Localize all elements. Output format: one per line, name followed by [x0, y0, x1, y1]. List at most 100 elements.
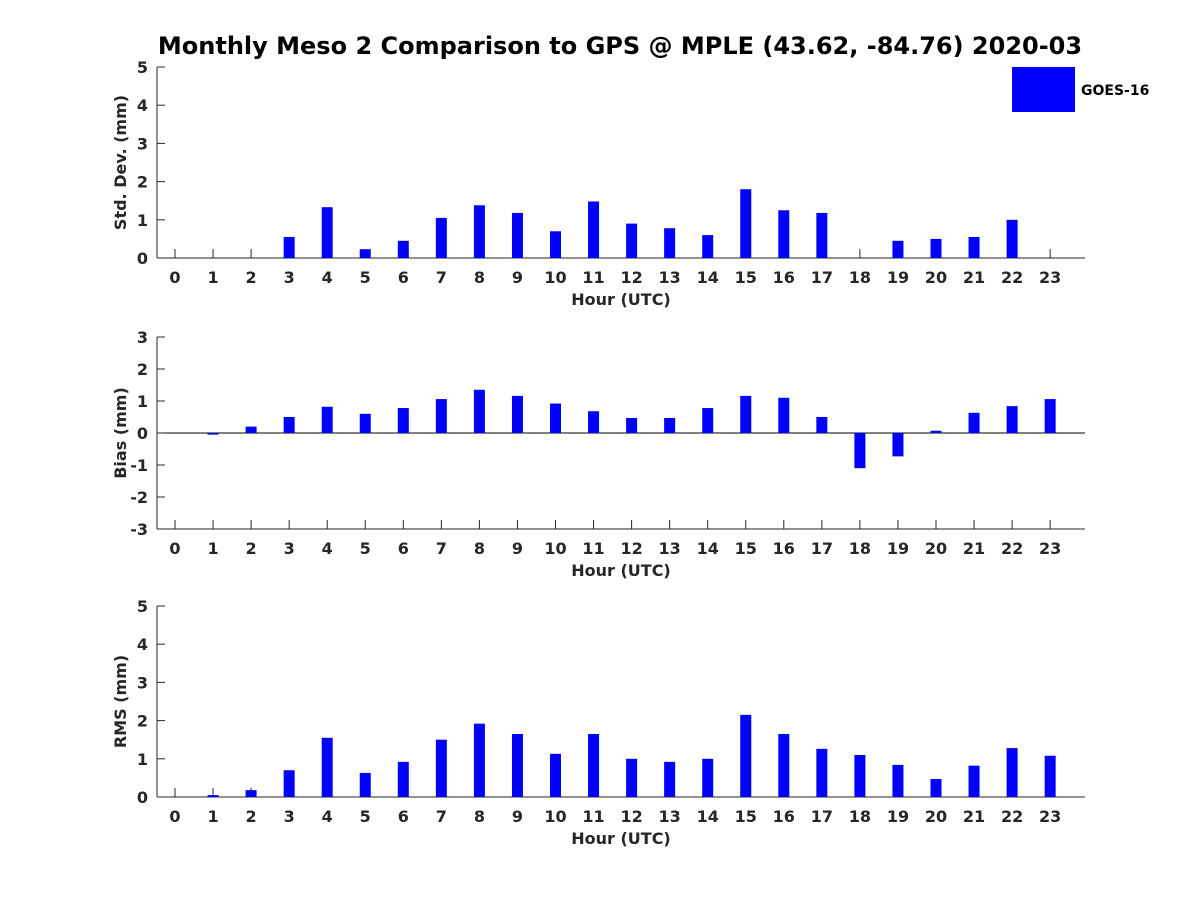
bar [740, 395, 752, 433]
x-tick-label: 10 [544, 268, 566, 287]
x-tick-label: 21 [963, 807, 985, 826]
legend-label: GOES-16 [1081, 83, 1149, 99]
x-tick-label: 6 [398, 807, 409, 826]
x-tick-label: 19 [887, 807, 909, 826]
x-tick-label: 12 [620, 268, 642, 287]
x-tick-label: 21 [963, 539, 985, 558]
bar [1006, 219, 1018, 258]
bar [930, 238, 942, 258]
bar [892, 433, 904, 457]
bar [626, 223, 638, 258]
bar [968, 236, 980, 258]
bar [778, 397, 790, 433]
y-tick-label: 0 [137, 249, 148, 268]
x-tick-label: 20 [925, 539, 947, 558]
bar [321, 406, 333, 433]
x-tick-label: 14 [697, 268, 719, 287]
x-tick-label: 23 [1039, 807, 1061, 826]
legend-swatch [1012, 67, 1075, 112]
x-tick-label: 20 [925, 807, 947, 826]
x-tick-label: 12 [620, 539, 642, 558]
y-tick-label: 1 [137, 211, 148, 230]
bar [930, 779, 942, 797]
bar [854, 754, 866, 797]
bar [397, 240, 409, 258]
bar [664, 761, 676, 797]
x-tick-label: 17 [811, 539, 833, 558]
x-tick-label: 21 [963, 268, 985, 287]
x-tick-label: 14 [697, 539, 719, 558]
x-tick-label: 19 [887, 539, 909, 558]
x-tick-label: 11 [582, 268, 604, 287]
bar [626, 758, 638, 797]
x-axis-label: Hour (UTC) [571, 561, 671, 580]
x-tick-label: 1 [207, 807, 218, 826]
bar [473, 723, 485, 797]
bar [854, 433, 866, 469]
x-tick-label: 10 [544, 807, 566, 826]
x-tick-label: 23 [1039, 539, 1061, 558]
legend: GOES-16 [1012, 67, 1149, 112]
x-tick-label: 2 [246, 539, 257, 558]
bar [359, 249, 371, 258]
bar [359, 772, 371, 797]
bar [588, 201, 600, 258]
bar [664, 417, 676, 433]
bar [473, 205, 485, 258]
y-axis-label: Std. Dev. (mm) [111, 95, 130, 230]
x-tick-label: 15 [735, 268, 757, 287]
bar [245, 790, 257, 797]
x-tick-label: 5 [360, 268, 371, 287]
y-tick-label: 1 [137, 750, 148, 769]
x-tick-label: 16 [773, 539, 795, 558]
x-tick-label: 11 [582, 539, 604, 558]
bar [702, 235, 714, 258]
x-tick-label: 15 [735, 807, 757, 826]
y-tick-label: 4 [137, 96, 148, 115]
bar [207, 795, 219, 797]
bar [245, 426, 257, 433]
x-tick-label: 8 [474, 539, 485, 558]
bar [664, 228, 676, 258]
y-tick-label: -3 [130, 520, 148, 539]
y-tick-label: 0 [137, 424, 148, 443]
bar [397, 408, 409, 433]
bar [702, 758, 714, 797]
x-tick-label: 9 [512, 268, 523, 287]
x-tick-label: 23 [1039, 268, 1061, 287]
chart-title: Monthly Meso 2 Comparison to GPS @ MPLE … [158, 32, 1082, 60]
x-tick-label: 3 [284, 807, 295, 826]
bar [892, 764, 904, 797]
x-tick-label: 7 [436, 268, 447, 287]
y-tick-label: 2 [137, 173, 148, 192]
x-tick-label: 13 [659, 807, 681, 826]
bar [359, 413, 371, 433]
x-tick-label: 0 [169, 807, 180, 826]
bar [473, 389, 485, 433]
bar [283, 236, 295, 258]
x-axis-label: Hour (UTC) [571, 290, 671, 309]
x-tick-label: 8 [474, 807, 485, 826]
x-tick-label: 13 [659, 268, 681, 287]
bar [816, 417, 828, 433]
x-tick-label: 18 [849, 268, 871, 287]
bar [702, 408, 714, 433]
bar [550, 753, 561, 797]
bar [892, 240, 904, 258]
y-tick-label: 1 [137, 392, 148, 411]
x-tick-label: 5 [360, 539, 371, 558]
x-tick-label: 0 [169, 268, 180, 287]
bar [588, 411, 600, 433]
bar [588, 733, 600, 797]
y-tick-label: 3 [137, 328, 148, 347]
bar [968, 765, 980, 797]
x-tick-label: 0 [169, 539, 180, 558]
x-tick-label: 2 [246, 807, 257, 826]
y-tick-label: 5 [137, 597, 148, 616]
y-axis-label: Bias (mm) [111, 387, 130, 479]
y-tick-label: 5 [137, 58, 148, 77]
x-axis-label: Hour (UTC) [571, 829, 671, 848]
x-tick-label: 6 [398, 539, 409, 558]
